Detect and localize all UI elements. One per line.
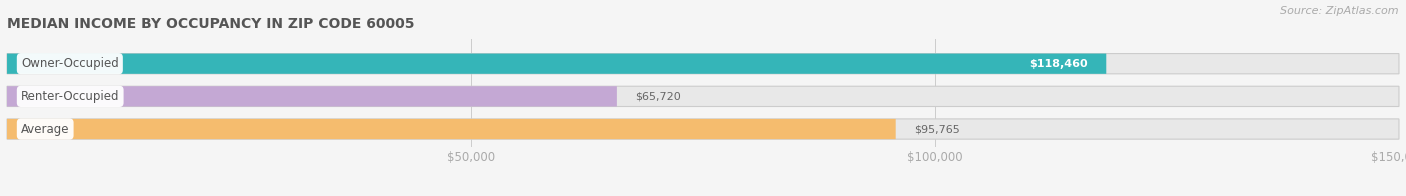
Text: $95,765: $95,765 xyxy=(914,124,960,134)
Text: MEDIAN INCOME BY OCCUPANCY IN ZIP CODE 60005: MEDIAN INCOME BY OCCUPANCY IN ZIP CODE 6… xyxy=(7,17,415,31)
Text: Renter-Occupied: Renter-Occupied xyxy=(21,90,120,103)
Text: $118,460: $118,460 xyxy=(1029,59,1088,69)
Text: Average: Average xyxy=(21,122,69,135)
FancyBboxPatch shape xyxy=(7,54,1107,74)
Text: Source: ZipAtlas.com: Source: ZipAtlas.com xyxy=(1281,6,1399,16)
FancyBboxPatch shape xyxy=(7,119,1399,139)
FancyBboxPatch shape xyxy=(7,86,617,106)
Text: Owner-Occupied: Owner-Occupied xyxy=(21,57,118,70)
FancyBboxPatch shape xyxy=(7,119,896,139)
FancyBboxPatch shape xyxy=(7,54,1399,74)
FancyBboxPatch shape xyxy=(7,86,1399,106)
Text: $65,720: $65,720 xyxy=(636,91,681,101)
